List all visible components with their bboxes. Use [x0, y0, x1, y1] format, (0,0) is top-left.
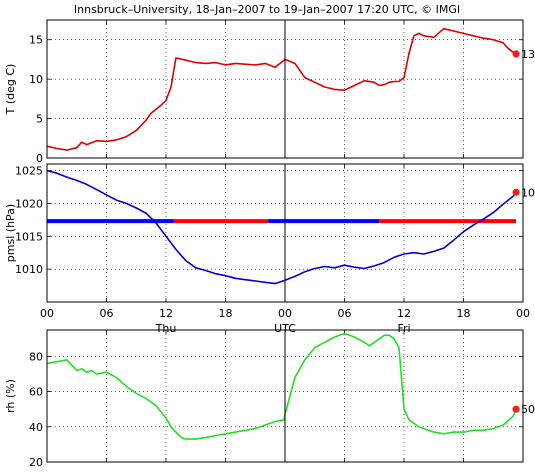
y-axis-label: pmsl (hPa) — [4, 204, 17, 262]
y-tick-label: 1025 — [15, 165, 43, 178]
pressure-panel: 1010 1015 1020 1025 pmsl (hPa) 1021.7 — [4, 163, 535, 303]
last-value-label: 50 — [521, 403, 535, 416]
x-tick-label: 18 — [219, 307, 233, 320]
x-tick-label: 00 — [278, 307, 292, 320]
shared-time-axis: 00 06 12 18 00 06 12 18 00 Thu UTC Fri — [40, 307, 530, 335]
y-tick-label: 40 — [29, 421, 43, 434]
y-tick-label: 1020 — [15, 197, 43, 210]
humidity-panel: 20 40 60 80 rh (%) 50 — [4, 329, 535, 469]
y-tick-label: 10 — [29, 73, 43, 86]
last-value-marker — [512, 188, 520, 196]
y-tick-label: 60 — [29, 386, 43, 399]
chart-title: Innsbruck–University, 18–Jan–2007 to 19–… — [74, 3, 460, 16]
x-tick-label: 12 — [159, 307, 173, 320]
day-label: Fri — [397, 322, 410, 335]
y-tick-label: 20 — [29, 456, 43, 469]
y-axis-label: rh (%) — [4, 379, 17, 413]
x-tick-label: 06 — [338, 307, 352, 320]
panel-frame — [46, 163, 524, 303]
y-tick-label: 80 — [29, 350, 43, 363]
x-tick-label: 00 — [40, 307, 54, 320]
day-label: Thu — [155, 322, 177, 335]
day-label: UTC — [274, 322, 296, 335]
x-tick-label: 12 — [397, 307, 411, 320]
series-line — [46, 332, 517, 440]
last-value-label: 13.2 — [521, 48, 535, 61]
y-tick-label: 1015 — [15, 230, 43, 243]
x-tick-label: 06 — [100, 307, 114, 320]
y-axis-label: T (deg C) — [4, 64, 17, 116]
y-tick-label: 1010 — [15, 263, 43, 276]
y-tick-label: 0 — [36, 152, 43, 165]
last-value-label: 1021.7 — [521, 186, 535, 199]
y-tick-label: 5 — [36, 113, 43, 126]
y-tick-label: 15 — [29, 34, 43, 47]
x-tick-label: 18 — [457, 307, 471, 320]
series-line — [46, 27, 517, 151]
last-value-marker — [512, 50, 520, 58]
series-line — [46, 169, 517, 285]
panel-frame — [46, 19, 524, 159]
last-value-marker — [512, 405, 520, 413]
x-tick-label: 00 — [516, 307, 530, 320]
panel-frame — [46, 329, 524, 463]
temperature-panel: 0 5 10 15 T (deg C) 13.2 — [4, 19, 535, 165]
